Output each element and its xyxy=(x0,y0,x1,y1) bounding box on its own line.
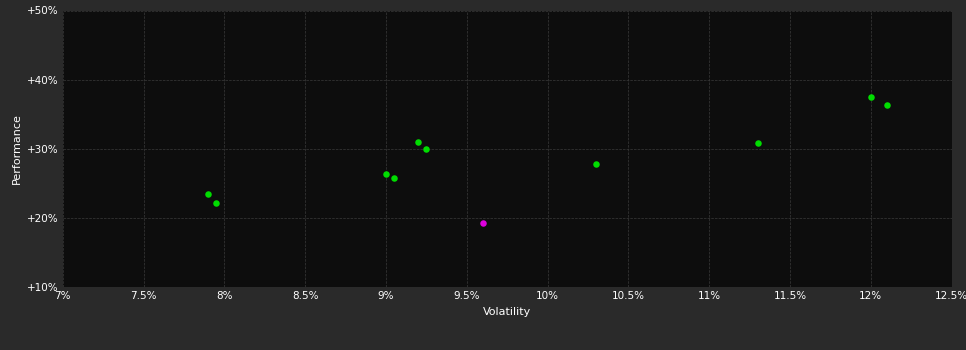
Point xyxy=(411,139,426,145)
Point xyxy=(588,161,604,167)
Point xyxy=(879,102,895,107)
Y-axis label: Performance: Performance xyxy=(12,113,21,184)
Point xyxy=(863,94,878,100)
Point xyxy=(418,146,434,152)
Point xyxy=(475,220,491,225)
Point xyxy=(209,200,224,205)
Point xyxy=(750,140,765,146)
X-axis label: Volatility: Volatility xyxy=(483,307,531,317)
Point xyxy=(386,175,402,181)
Point xyxy=(379,172,394,177)
Point xyxy=(201,191,216,196)
